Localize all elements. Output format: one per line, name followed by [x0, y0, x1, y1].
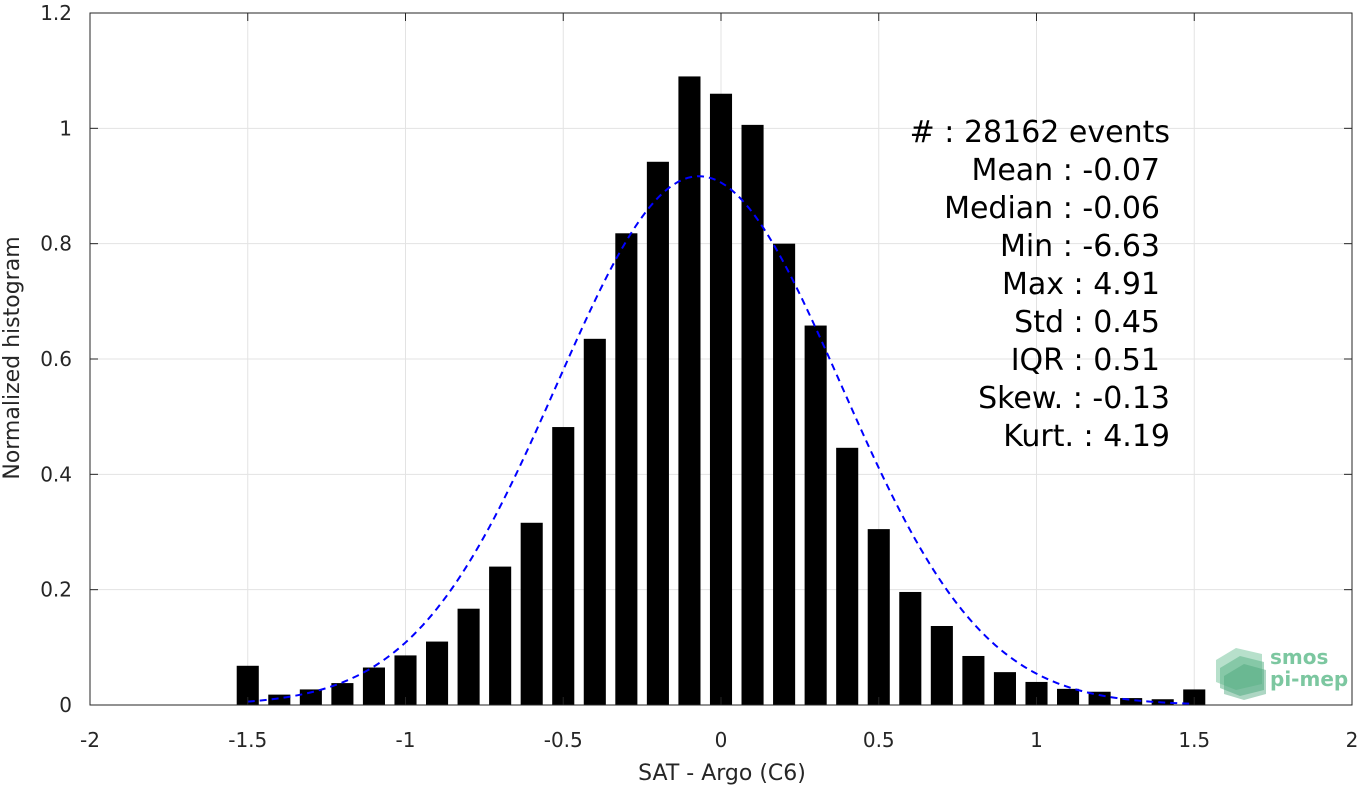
histogram-bar: [520, 522, 543, 705]
x-tick-label: 0.5: [863, 728, 895, 752]
x-axis-label: SAT - Argo (C6): [638, 761, 806, 786]
histogram-bar: [773, 243, 796, 705]
y-axis-label: Normalized histogram: [0, 236, 25, 479]
gaussian-fit-curve: [247, 175, 1195, 705]
smos-pimep-logo: smos pi-mep: [1216, 645, 1348, 700]
stat-events: # : 28162 events: [910, 115, 1170, 150]
histogram-bar: [741, 124, 764, 705]
logo-text-pimep: pi-mep: [1270, 667, 1348, 691]
histogram-bar: [457, 608, 480, 705]
histogram-bar: [426, 641, 449, 705]
histogram-bar: [615, 233, 638, 705]
y-tick-label: 0.4: [40, 462, 72, 486]
stat-skew: Skew. : -0.13: [978, 381, 1170, 416]
histogram-bar: [583, 338, 606, 705]
histogram-bar: [489, 566, 512, 705]
x-tick-label: 0: [715, 728, 728, 752]
histogram-bar: [299, 689, 322, 705]
x-tick-label: -0.5: [544, 728, 583, 752]
histogram-bar: [552, 427, 575, 705]
y-tick-label: 0.6: [40, 347, 72, 371]
stat-median: Median : -0.06: [944, 191, 1160, 226]
logo-waves-icon: [1216, 648, 1266, 700]
histogram-bar: [236, 665, 259, 705]
y-tick-label: 1: [59, 116, 72, 140]
logo-text-smos: smos: [1270, 645, 1328, 669]
stat-max: Max : 4.91: [1002, 267, 1160, 302]
histogram-bar: [1057, 688, 1080, 705]
x-tick-label: 1: [1030, 728, 1043, 752]
statistics-annotations: # : 28162 events Mean : -0.07 Median : -…: [910, 115, 1170, 454]
histogram-bar: [1120, 698, 1143, 705]
y-tick-label: 0.2: [40, 578, 72, 602]
y-tick-label: 0: [59, 693, 72, 717]
x-axis-ticks: -2 -1.5 -1 -0.5 0 0.5 1 1.5 2: [80, 13, 1358, 752]
histogram-bar: [899, 591, 922, 705]
histogram-bar: [1025, 681, 1048, 705]
histogram-bar: [394, 655, 417, 705]
histogram-bar: [993, 672, 1016, 705]
histogram-bar: [331, 683, 354, 705]
stat-std: Std : 0.45: [1014, 305, 1160, 340]
histogram-bar: [268, 694, 291, 705]
y-tick-label: 1.2: [40, 1, 72, 25]
stat-kurt: Kurt. : 4.19: [1003, 419, 1170, 454]
stat-min: Min : -6.63: [1000, 229, 1160, 264]
x-tick-label: 2: [1346, 728, 1359, 752]
y-axis-ticks: 0 0.2 0.4 0.6 0.8 1 1.2: [40, 1, 1352, 717]
histogram-bar: [804, 325, 827, 705]
histogram-bars: [236, 76, 1206, 705]
histogram-bar: [646, 161, 669, 705]
histogram-bar: [709, 93, 733, 705]
y-tick-label: 0.8: [40, 232, 72, 256]
stat-iqr: IQR : 0.51: [1011, 343, 1160, 378]
histogram-bar: [836, 447, 859, 705]
x-tick-label: -2: [80, 728, 100, 752]
x-tick-label: 1.5: [1178, 728, 1210, 752]
x-tick-label: -1.5: [228, 728, 267, 752]
histogram-bar: [1088, 691, 1111, 705]
stat-mean: Mean : -0.07: [971, 153, 1160, 188]
x-tick-label: -1: [396, 728, 416, 752]
histogram-bar: [362, 667, 385, 705]
histogram-bar: [678, 76, 701, 705]
histogram-bar: [867, 529, 890, 705]
histogram-bar: [930, 625, 953, 705]
histogram-bar: [962, 655, 985, 705]
